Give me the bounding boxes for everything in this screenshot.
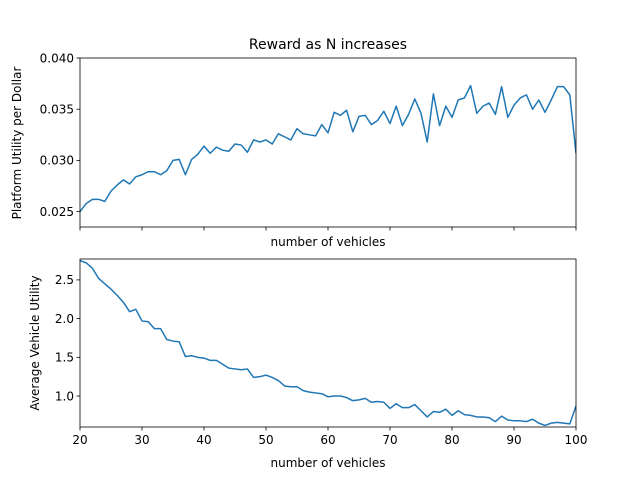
bottom-y-tick-label: 1.0 bbox=[55, 389, 74, 403]
bottom-x-tick-label: 30 bbox=[134, 433, 149, 447]
bottom-chart-x-axis-label: number of vehicles bbox=[270, 456, 385, 470]
bottom-chart-y-axis-label: Average Vehicle Utility bbox=[28, 275, 42, 410]
bottom-x-tick-label: 40 bbox=[196, 433, 211, 447]
bottom-y-tick-label: 2.0 bbox=[55, 312, 74, 326]
bottom-chart: 1.0 1.5 2.0 2.5 20 30 40 50 60 70 80 90 100 number o… bbox=[28, 258, 588, 470]
bottom-series-line bbox=[80, 259, 576, 427]
bottom-x-tick-label: 80 bbox=[444, 433, 459, 447]
top-y-tick-label: 0.025 bbox=[40, 205, 74, 219]
top-chart-y-axis-label: Platform Utility per Dollar bbox=[10, 67, 24, 220]
bottom-x-tick-label: 20 bbox=[72, 433, 87, 447]
bottom-plot-area: 1.0 1.5 2.0 2.5 20 30 40 50 60 70 80 90 100 bbox=[55, 258, 588, 447]
top-y-tick-label: 0.030 bbox=[40, 154, 74, 168]
bottom-x-tick-label: 70 bbox=[382, 433, 397, 447]
bottom-x-tick-label: 60 bbox=[320, 433, 335, 447]
bottom-y-tick-label: 2.5 bbox=[55, 273, 74, 287]
top-chart: Reward as N increases 0.0250.0300.0350.0… bbox=[10, 37, 577, 249]
top-y-tick-label: 0.035 bbox=[40, 103, 74, 117]
top-y-tick-label: 0.040 bbox=[40, 51, 74, 65]
bottom-x-tick-label: 50 bbox=[258, 433, 273, 447]
bottom-x-tick-label: 90 bbox=[506, 433, 521, 447]
bottom-x-tick-label: 100 bbox=[565, 433, 588, 447]
top-chart-x-axis-label: number of vehicles bbox=[270, 235, 385, 249]
top-plot-area: 0.025 0.030 0.035 0.040 bbox=[40, 51, 577, 231]
bottom-y-tick-label: 1.5 bbox=[55, 351, 74, 365]
top-chart-title: Reward as N increases bbox=[249, 37, 407, 53]
top-series-line bbox=[80, 84, 576, 213]
